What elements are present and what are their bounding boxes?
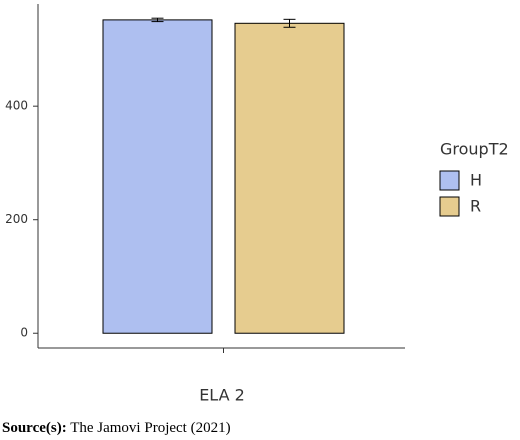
- x-axis-label: ELA 2: [199, 386, 245, 405]
- y-tick-label: 400: [5, 99, 28, 113]
- legend-label: R: [470, 197, 481, 216]
- legend-title: GroupT2: [440, 140, 509, 159]
- y-tick-label: 0: [20, 326, 28, 340]
- legend-label: H: [470, 171, 482, 190]
- source-caption: Source(s): The Jamovi Project (2021): [2, 420, 231, 436]
- source-label: Source(s):: [2, 420, 67, 436]
- error-bar: [151, 17, 164, 23]
- source-text: The Jamovi Project (2021): [70, 420, 230, 436]
- bar: [102, 19, 213, 334]
- error-bar: [283, 18, 296, 28]
- y-tick-label: 200: [5, 212, 28, 226]
- legend-swatch: [439, 196, 460, 217]
- bar: [234, 22, 345, 334]
- legend-swatch: [439, 170, 460, 191]
